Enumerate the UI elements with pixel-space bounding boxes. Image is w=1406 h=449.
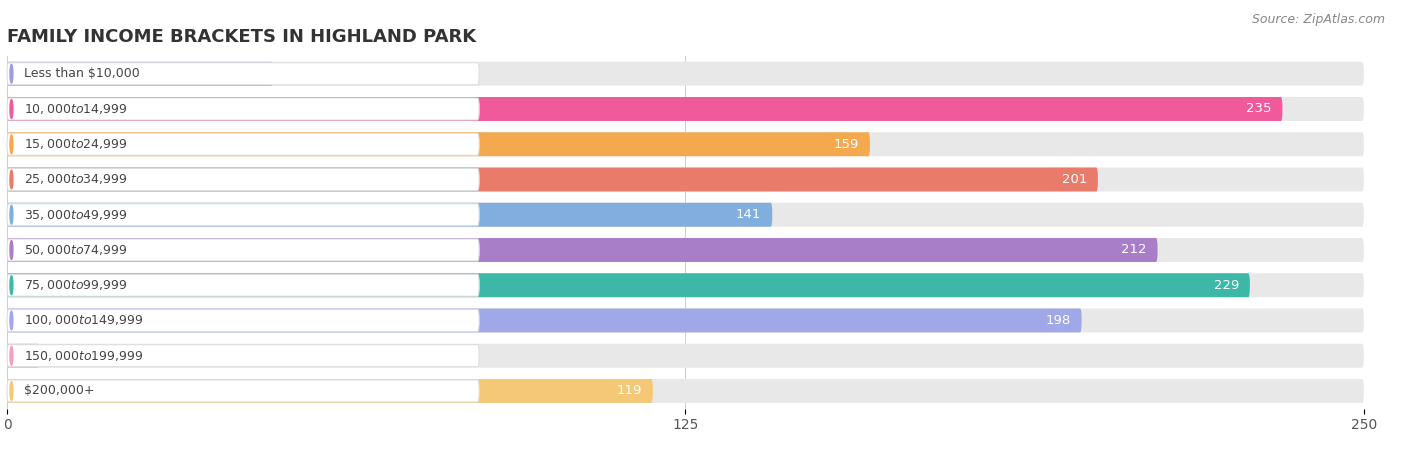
- FancyBboxPatch shape: [7, 97, 1364, 121]
- Circle shape: [10, 276, 13, 295]
- Circle shape: [10, 100, 13, 119]
- FancyBboxPatch shape: [7, 379, 652, 403]
- FancyBboxPatch shape: [7, 344, 1364, 368]
- FancyBboxPatch shape: [7, 239, 479, 261]
- Text: $35,000 to $49,999: $35,000 to $49,999: [24, 208, 128, 222]
- Text: 159: 159: [834, 138, 859, 151]
- FancyBboxPatch shape: [7, 379, 1364, 403]
- FancyBboxPatch shape: [7, 308, 1364, 332]
- FancyBboxPatch shape: [7, 203, 772, 227]
- Text: 49: 49: [290, 67, 307, 80]
- FancyBboxPatch shape: [7, 133, 479, 155]
- Text: 201: 201: [1062, 173, 1087, 186]
- FancyBboxPatch shape: [7, 132, 1364, 156]
- Text: 235: 235: [1246, 102, 1271, 115]
- FancyBboxPatch shape: [7, 98, 479, 120]
- Text: $25,000 to $34,999: $25,000 to $34,999: [24, 172, 128, 186]
- FancyBboxPatch shape: [7, 308, 1081, 332]
- Text: 198: 198: [1046, 314, 1071, 327]
- Circle shape: [10, 205, 13, 224]
- Text: $15,000 to $24,999: $15,000 to $24,999: [24, 137, 128, 151]
- FancyBboxPatch shape: [7, 273, 1364, 297]
- FancyBboxPatch shape: [7, 274, 479, 296]
- Circle shape: [10, 241, 13, 260]
- Text: 119: 119: [617, 384, 643, 397]
- FancyBboxPatch shape: [7, 203, 1364, 227]
- Text: $100,000 to $149,999: $100,000 to $149,999: [24, 313, 143, 327]
- FancyBboxPatch shape: [7, 273, 1250, 297]
- FancyBboxPatch shape: [7, 132, 870, 156]
- Circle shape: [10, 346, 13, 365]
- FancyBboxPatch shape: [7, 63, 479, 85]
- FancyBboxPatch shape: [7, 97, 1282, 121]
- Text: FAMILY INCOME BRACKETS IN HIGHLAND PARK: FAMILY INCOME BRACKETS IN HIGHLAND PARK: [7, 28, 477, 46]
- FancyBboxPatch shape: [7, 62, 1364, 86]
- Text: 229: 229: [1213, 279, 1239, 292]
- FancyBboxPatch shape: [7, 309, 479, 331]
- Circle shape: [10, 170, 13, 189]
- FancyBboxPatch shape: [7, 344, 39, 368]
- Text: 6: 6: [56, 349, 65, 362]
- FancyBboxPatch shape: [7, 380, 479, 402]
- FancyBboxPatch shape: [7, 168, 479, 190]
- FancyBboxPatch shape: [7, 167, 1098, 191]
- Circle shape: [10, 64, 13, 83]
- Text: Source: ZipAtlas.com: Source: ZipAtlas.com: [1251, 13, 1385, 26]
- FancyBboxPatch shape: [7, 167, 1364, 191]
- Circle shape: [10, 135, 13, 154]
- FancyBboxPatch shape: [7, 204, 479, 226]
- Text: $150,000 to $199,999: $150,000 to $199,999: [24, 349, 143, 363]
- Circle shape: [10, 382, 13, 401]
- Circle shape: [10, 311, 13, 330]
- Text: 212: 212: [1121, 243, 1147, 256]
- FancyBboxPatch shape: [7, 238, 1364, 262]
- Text: $75,000 to $99,999: $75,000 to $99,999: [24, 278, 128, 292]
- Text: $50,000 to $74,999: $50,000 to $74,999: [24, 243, 128, 257]
- Text: Less than $10,000: Less than $10,000: [24, 67, 139, 80]
- Text: $200,000+: $200,000+: [24, 384, 94, 397]
- Text: 141: 141: [735, 208, 762, 221]
- FancyBboxPatch shape: [7, 345, 479, 367]
- Text: $10,000 to $14,999: $10,000 to $14,999: [24, 102, 128, 116]
- FancyBboxPatch shape: [7, 238, 1157, 262]
- FancyBboxPatch shape: [7, 62, 273, 86]
